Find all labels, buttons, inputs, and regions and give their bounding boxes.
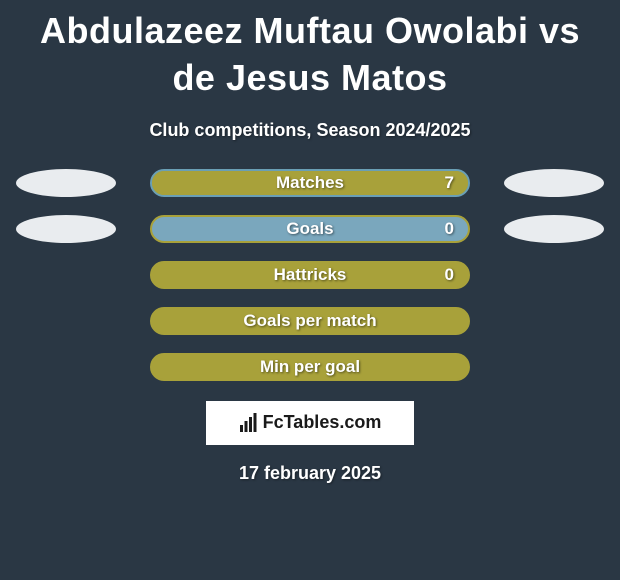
logo-box: FcTables.com	[206, 401, 414, 445]
stat-bar: Hattricks 0	[150, 261, 470, 289]
stat-label: Matches	[276, 173, 344, 193]
left-ellipse	[16, 215, 116, 243]
stat-bar: Goals 0	[150, 215, 470, 243]
page-title: Abdulazeez Muftau Owolabi vs de Jesus Ma…	[0, 8, 620, 112]
right-ellipse	[504, 215, 604, 243]
stat-label: Hattricks	[274, 265, 347, 285]
stat-value: 0	[445, 219, 454, 239]
date-label: 17 february 2025	[0, 463, 620, 484]
stat-label: Goals	[286, 219, 333, 239]
logo-text: FcTables.com	[263, 412, 382, 433]
stat-row: Hattricks 0	[10, 261, 610, 289]
stat-row: Matches 7	[10, 169, 610, 197]
right-ellipse	[504, 169, 604, 197]
stat-bar: Goals per match	[150, 307, 470, 335]
stat-row: Goals per match	[10, 307, 610, 335]
stat-label: Min per goal	[260, 357, 360, 377]
stat-label: Goals per match	[243, 311, 376, 331]
stat-value: 0	[445, 265, 454, 285]
left-ellipse	[16, 169, 116, 197]
bar-chart-icon	[239, 413, 259, 433]
comparison-card: Abdulazeez Muftau Owolabi vs de Jesus Ma…	[0, 0, 620, 484]
stat-rows: Matches 7 Goals 0 Hattricks 0 Goals per match M…	[0, 169, 620, 381]
subtitle: Club competitions, Season 2024/2025	[0, 120, 620, 141]
stat-bar: Matches 7	[150, 169, 470, 197]
stat-row: Min per goal	[10, 353, 610, 381]
stat-bar: Min per goal	[150, 353, 470, 381]
stat-value: 7	[445, 173, 454, 193]
stat-row: Goals 0	[10, 215, 610, 243]
